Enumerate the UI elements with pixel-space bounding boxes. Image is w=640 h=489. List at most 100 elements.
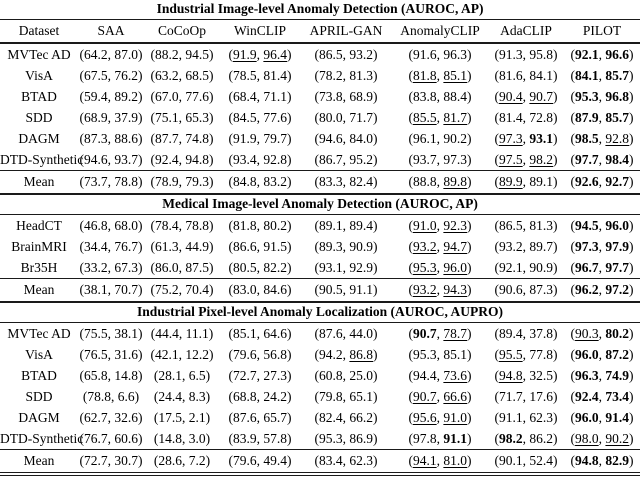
metric-value: 94.8: [575, 453, 599, 468]
result-cell: (24.4, 8.3): [153, 388, 211, 404]
result-cell: (81.4, 72.8): [494, 109, 558, 125]
table-row: SDD (68.9, 37.9) (75.1, 65.3) (84.5, 77.6) (…: [0, 107, 640, 128]
column-header: WinCLIP: [220, 19, 300, 44]
dataset-name: VisA: [25, 346, 53, 362]
metric-value: 88.6: [114, 130, 138, 146]
result-cell: (78.2, 81.3): [314, 67, 378, 83]
metric-value: 93.2: [499, 238, 523, 254]
column-header-row: Dataset SAA CoCoOp WinCLIP APRIL-GAN AnomalyC…: [0, 19, 640, 44]
result-cell: (90.1, 52.4): [488, 449, 564, 476]
result-cell: (42.1, 12.2): [150, 346, 214, 362]
metric-value: 81.3: [349, 67, 373, 83]
metric-value: 90.7: [413, 325, 437, 341]
dataset-name: DAGM: [18, 409, 60, 425]
metric-value: 97.7: [605, 259, 630, 275]
metric-value: 71.7: [499, 388, 523, 404]
table-row: MVTec AD (75.5, 38.1) (44.4, 11.1) (85.1, 6…: [0, 323, 640, 345]
metric-value: 86.6: [233, 238, 257, 254]
metric-value: 64.6: [263, 325, 287, 341]
metric-value: 90.6: [499, 282, 523, 297]
metric-value: 17.6: [529, 388, 553, 404]
result-cell: (93.1, 92.9): [314, 259, 378, 275]
metric-value: 28.1: [158, 367, 182, 383]
metric-value: 95.2: [349, 151, 373, 167]
metric-value: 87.3: [529, 282, 553, 297]
result-cell: (98.5, 92.8): [570, 130, 634, 146]
metric-value: 91.9: [233, 46, 257, 62]
result-cell: (96.0, 87.2): [570, 346, 634, 362]
metric-value: 37.9: [114, 109, 138, 125]
section-title-row: Industrial Image-level Anomaly Detection…: [0, 0, 640, 20]
result-cell: (98.2, 86.2): [494, 430, 558, 446]
metric-value: 93.4: [233, 151, 257, 167]
metric-value: 91.6: [413, 46, 437, 62]
metric-value: 11.1: [185, 325, 209, 341]
metric-value: 76.7: [84, 430, 108, 446]
metric-value: 62.7: [84, 409, 108, 425]
metric-value: 70.7: [114, 282, 138, 297]
dataset-name: BrainMRI: [11, 238, 67, 254]
result-cell: (59.4, 89.2): [79, 88, 143, 104]
result-cell: (89.3, 90.9): [314, 238, 378, 254]
metric-value: 24.4: [158, 388, 182, 404]
result-cell: (81.8, 85.1): [408, 67, 472, 83]
result-cell: (78.4, 78.8): [150, 217, 214, 233]
metric-value: 96.6: [605, 46, 630, 62]
metric-value: 92.4: [155, 151, 179, 167]
metric-value: 56.8: [263, 346, 287, 362]
metric-value: 84.6: [263, 282, 287, 297]
metric-value: 87.7: [155, 130, 179, 146]
metric-value: 93.7: [114, 151, 138, 167]
metric-value: 83.3: [319, 174, 343, 189]
result-cell: (93.2, 94.3): [392, 278, 488, 303]
result-cell: (91.9, 79.7): [228, 130, 292, 146]
metric-value: 27.3: [263, 367, 287, 383]
metric-value: 73.8: [319, 88, 343, 104]
metric-value: 91.5: [263, 238, 287, 254]
result-cell: (14.8, 3.0): [153, 430, 211, 446]
column-header: CoCoOp: [144, 19, 220, 44]
metric-value: 89.9: [499, 174, 523, 189]
metric-value: 44.4: [155, 325, 179, 341]
result-cell: (89.9, 89.1): [488, 170, 564, 195]
metric-value: 93.2: [349, 46, 373, 62]
result-cell: (95.6, 91.0): [408, 409, 472, 425]
result-cell: (64.2, 87.0): [79, 46, 143, 62]
mean-row: Mean (72.7, 30.7) (28.6, 7.2) (79.6, 49.4)(…: [0, 449, 640, 476]
result-cell: (84.5, 77.6): [228, 109, 292, 125]
metric-value: 81.8: [233, 217, 257, 233]
result-cell: (95.3, 86.9): [314, 430, 378, 446]
metric-value: 28.6: [158, 453, 182, 468]
metric-value: 97.9: [605, 238, 630, 254]
metric-value: 66.2: [349, 409, 373, 425]
metric-value: 93.2: [413, 238, 437, 254]
metric-value: 31.6: [114, 346, 138, 362]
result-cell: (95.3, 85.1): [408, 346, 472, 362]
metric-value: 68.5: [185, 67, 209, 83]
metric-value: 88.2: [155, 46, 179, 62]
metric-value: 97.7: [575, 151, 599, 167]
result-cell: (46.8, 68.0): [79, 217, 143, 233]
metric-value: 78.7: [443, 325, 467, 341]
metric-value: 94.2: [319, 346, 343, 362]
result-cell: (33.2, 67.3): [79, 259, 143, 275]
result-cell: (96.7, 97.7): [570, 259, 634, 275]
metric-value: 96.0: [575, 346, 599, 362]
metric-value: 66.6: [443, 388, 467, 404]
table-row: DAGM (62.7, 32.6) (17.5, 2.1) (87.6, 65.7) (…: [0, 407, 640, 428]
result-cell: (97.5, 98.2): [494, 151, 558, 167]
result-cell: (72.7, 30.7): [78, 449, 144, 476]
dataset-name: SDD: [25, 388, 53, 404]
metric-value: 96.0: [443, 259, 467, 275]
table-row: DTD-Synthetic (76.7, 60.6) (14.8, 3.0) (83.…: [0, 428, 640, 450]
result-cell: (91.6, 96.3): [408, 46, 472, 62]
metric-value: 97.3: [443, 151, 467, 167]
result-cell: (84.1, 85.7): [570, 67, 634, 83]
metric-value: 87.5: [185, 259, 209, 275]
table-row: BTAD (59.4, 89.2) (67.0, 77.6) (68.4, 71.1)…: [0, 86, 640, 107]
metric-value: 91.4: [605, 409, 630, 425]
metric-value: 74.8: [185, 130, 209, 146]
result-cell: (65.8, 14.8): [79, 367, 143, 383]
result-cell: (94.4, 73.6): [408, 367, 472, 383]
metric-value: 63.2: [155, 67, 179, 83]
